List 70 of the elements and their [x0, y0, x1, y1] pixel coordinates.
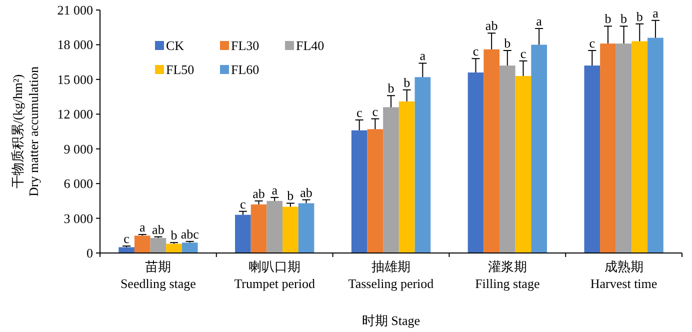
- bar: [134, 236, 150, 253]
- bar: [282, 206, 298, 253]
- bar: [166, 244, 182, 253]
- data-label: ab: [300, 184, 312, 200]
- bar: [531, 44, 547, 253]
- y-tick-label: 6 000: [64, 176, 93, 192]
- data-label: b: [388, 80, 394, 96]
- y-tick-label: 0: [86, 246, 93, 260]
- bar: [298, 203, 314, 253]
- data-label: b: [604, 11, 612, 26]
- data-label: a: [139, 219, 146, 234]
- x-tick-label: 灌浆期 Filling stage: [475, 259, 540, 291]
- data-label: c: [520, 46, 526, 61]
- data-label: a: [272, 182, 278, 198]
- bar: [383, 107, 399, 253]
- x-tick-label: 喇叭口期 Trumpet period: [234, 259, 316, 291]
- data-label: c: [589, 36, 596, 50]
- y-tick-label: 15 000: [57, 72, 93, 87]
- y-tick-label: 21 000: [57, 2, 93, 18]
- x-axis-title: 时期 Stage: [362, 313, 420, 328]
- bar: [499, 66, 516, 253]
- data-label: ab: [252, 186, 265, 201]
- x-tick-label: 苗期 Seedling stage: [120, 259, 196, 291]
- data-label: b: [620, 11, 628, 26]
- data-label: b: [504, 36, 511, 50]
- data-label: b: [404, 74, 410, 90]
- data-label: b: [170, 228, 178, 243]
- legend-label: CK: [166, 38, 185, 53]
- bar: [235, 214, 251, 253]
- bar: [182, 242, 198, 253]
- data-label: c: [472, 44, 479, 59]
- data-label: a: [536, 14, 542, 29]
- y-tick-label: 9 000: [64, 141, 93, 156]
- bar: [266, 200, 283, 253]
- data-label: c: [240, 196, 246, 212]
- data-label: a: [420, 48, 426, 64]
- legend-label: FL40: [296, 38, 324, 53]
- data-label: c: [372, 104, 378, 119]
- bar: [250, 204, 267, 253]
- y-tick-label: 12 000: [57, 106, 93, 122]
- bar: [414, 77, 431, 253]
- x-tick-label: 抽雄期 Tasseling period: [348, 259, 434, 291]
- legend-label: FL50: [166, 62, 194, 77]
- legend-label: FL30: [231, 38, 260, 53]
- bar: [484, 49, 500, 253]
- bar: [150, 238, 166, 253]
- bar: [367, 129, 384, 253]
- bar: [616, 44, 632, 253]
- bar: [584, 66, 600, 253]
- data-label: a: [652, 5, 659, 20]
- bar: [118, 247, 134, 253]
- bar: [600, 44, 616, 253]
- bar: [468, 72, 484, 253]
- data-label: ab: [485, 18, 498, 34]
- data-label: abc: [180, 226, 200, 242]
- data-label: c: [124, 231, 130, 246]
- bar: [648, 38, 664, 253]
- data-label: b: [287, 188, 294, 204]
- y-axis-title: 干物质积累/(kg/hm²) Dry matter accumulation: [10, 66, 41, 196]
- bar: [351, 130, 368, 253]
- bar: [398, 101, 415, 253]
- bar: [515, 76, 532, 253]
- y-tick-label: 3 000: [64, 210, 93, 226]
- y-tick-label: 18 000: [57, 37, 93, 52]
- data-label: c: [356, 104, 362, 120]
- x-tick-label: 成熟期 Harvest time: [590, 259, 658, 291]
- data-label: b: [636, 8, 643, 24]
- legend-label: FL60: [231, 62, 260, 77]
- bar: [632, 41, 648, 253]
- data-label: ab: [152, 222, 164, 237]
